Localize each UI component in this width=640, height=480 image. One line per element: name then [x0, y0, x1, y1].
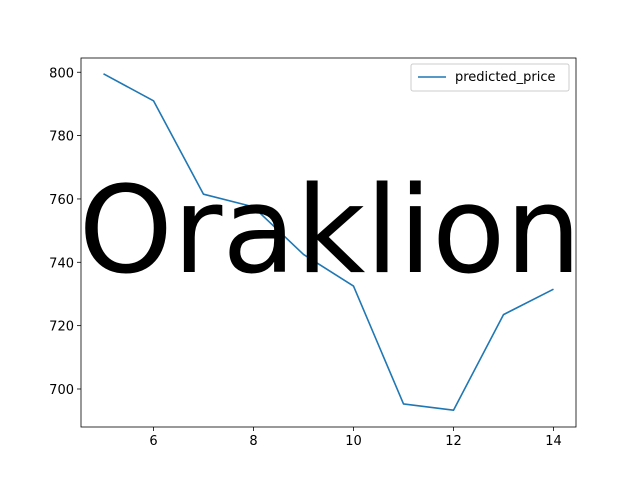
y-tick-label: 780 [49, 130, 74, 145]
x-tick-label: 10 [345, 434, 362, 449]
legend-frame [410, 63, 570, 92]
legend-label-predicted-price: predicted_price [455, 70, 556, 85]
y-tick-label: 760 [49, 193, 74, 208]
legend: predicted_price [410, 63, 570, 92]
y-tick-label: 800 [49, 66, 74, 81]
y-tick-label: 720 [49, 320, 74, 335]
x-tick-label: 6 [149, 434, 157, 449]
series-group [103, 73, 554, 412]
y-tick-label: 700 [49, 383, 74, 398]
x-tick-label: 8 [249, 434, 257, 449]
watermark-text: Oraklion [79, 162, 582, 301]
y-axis: 700 720 740 760 780 800 [49, 66, 81, 398]
y-tick-label: 740 [49, 256, 74, 271]
x-tick-label: 14 [545, 434, 562, 449]
series-line-predicted-price [103, 73, 554, 412]
x-tick-label: 12 [445, 434, 462, 449]
x-axis: 6 8 10 12 14 [149, 427, 562, 449]
